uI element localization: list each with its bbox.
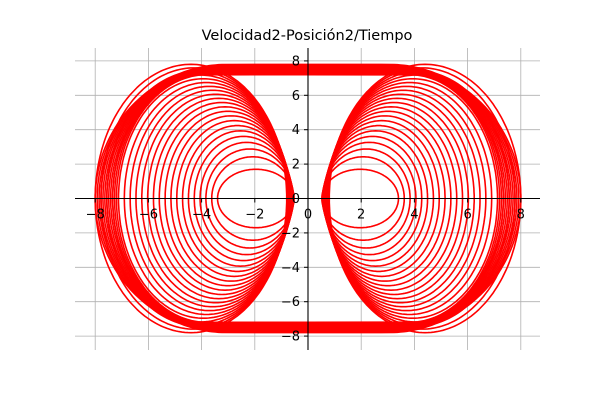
y-tick-label: −4 [281,261,300,276]
y-tick-label: 6 [292,89,300,104]
x-tick-label: 0 [304,208,312,223]
x-tick-label: −2 [245,208,264,223]
y-tick-label: −8 [281,330,300,345]
y-tick-label: 0 [292,192,300,207]
axes [75,48,540,350]
x-tick-label: −4 [192,208,211,223]
tick-labels: −8 −6 −4 −2 0 2 4 6 8 −8 −6 −4 −2 0 2 4 6 8 [86,54,525,344]
y-tick-label: 8 [292,54,300,69]
x-tick-label: 8 [517,208,525,223]
y-tick-label: −2 [281,226,300,241]
y-tick-label: 2 [292,158,300,173]
chart-title: Velocidad2-Posición2/Tiempo [202,28,413,44]
y-tick-label: −6 [281,295,300,310]
x-tick-label: 6 [463,208,471,223]
x-tick-label: 4 [410,208,418,223]
y-tick-label: 4 [292,123,300,138]
x-tick-label: −8 [86,208,105,223]
x-tick-label: −6 [139,208,158,223]
x-tick-label: 2 [357,208,365,223]
